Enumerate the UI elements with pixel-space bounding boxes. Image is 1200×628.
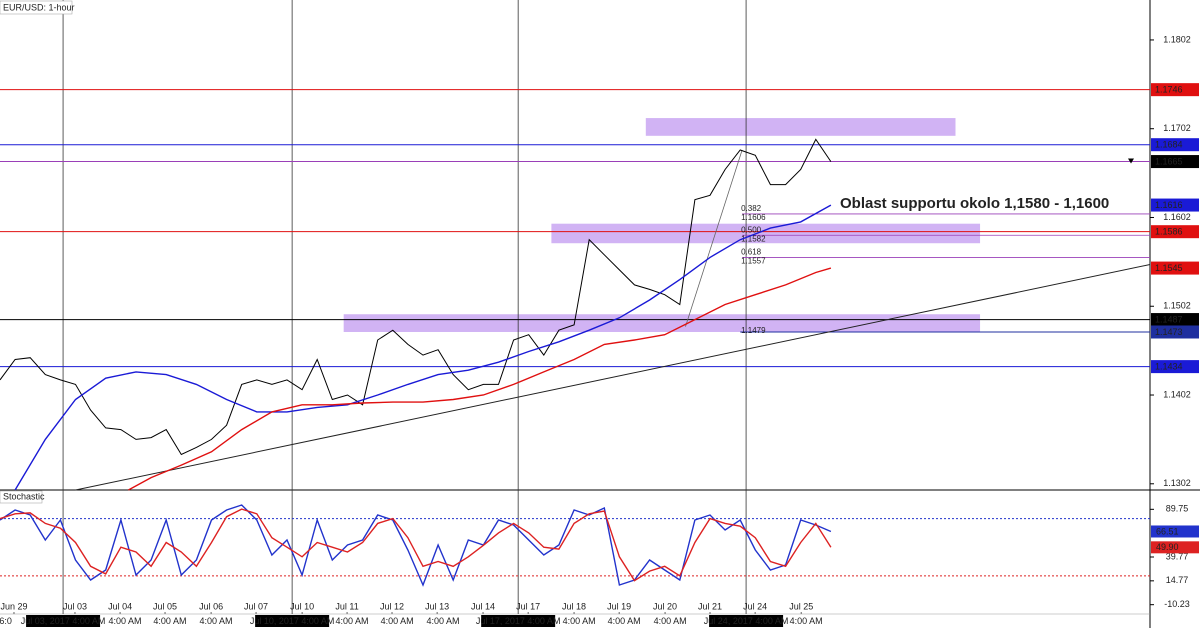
price-line [14,204,832,491]
x-tick-label: Jul 17 [516,601,540,611]
x-tick-label: 4:00 AM [790,616,823,626]
level-box [1151,225,1199,239]
x-tick-label: Jul 18 [562,601,586,611]
x-major-box [709,615,784,627]
x-tick-label: Jul 14 [471,601,495,611]
last-value-box [1151,525,1199,538]
resistance-zone [343,314,981,332]
x-tick-label: 6:0 [0,616,12,626]
x-major-label: Jul 17, 2017 4:00 AM [476,616,561,626]
indicator-bg [0,490,43,504]
current-price-marker [1128,158,1134,164]
x-tick-label: Jul 05 [153,601,177,611]
trendline [75,264,1151,491]
level-box [1151,313,1199,327]
x-tick-label: Jul 21 [698,601,722,611]
y-tick-label: 1.1402 [1163,389,1191,399]
last-value-box [1151,155,1199,169]
x-tick-label: 4:00 AM [108,616,141,626]
x-tick-label: Jul 20 [653,601,677,611]
price-line [0,138,832,456]
fib-price: 1.1582 [741,234,766,243]
x-tick-label: 4:00 AM [426,616,459,626]
level-label: 1.1434 [1155,361,1183,371]
x-tick-label: Jul 13 [425,601,449,611]
x-tick-label: Jul 04 [108,601,132,611]
x-tick-label: 4:00 AM [654,616,687,626]
x-major-box [26,615,101,627]
title-bg [0,0,73,15]
y-tick-label: 1.1802 [1163,34,1191,44]
fib-ratio: 0.618 [741,248,762,257]
x-tick-label: 4:00 AM [153,616,186,626]
fib-ratio: 0.500 [741,225,762,234]
level-label: 1.1487 [1155,314,1183,324]
x-major-box [255,615,330,627]
last-value-box [1151,261,1199,275]
x-tick-label: Jul 07 [244,601,268,611]
y-tick-label: 14.77 [1166,575,1189,585]
y-tick-label: -10.23 [1164,599,1190,609]
level-label: 1.1473 [1155,327,1183,337]
y-tick-label: 89.75 [1166,504,1189,514]
last-value-label: 66.51 [1156,526,1179,536]
x-tick-label: Jul 11 [335,601,358,611]
x-major-box [481,615,556,627]
x-tick-label: Jul 24 [743,601,767,611]
stochastic-line [0,508,832,582]
y-tick-label: 1.1602 [1163,212,1191,222]
level-box [1151,360,1199,374]
last-value-box [1151,541,1199,554]
last-value-label: 1.1665 [1155,156,1183,166]
x-tick-label: 4:00 AM [381,616,414,626]
price-line [128,267,832,491]
fib-price: 1.1606 [741,213,766,222]
annotation: Oblast supportu okolo 1,1580 - 1,1600 [840,195,1109,212]
level-box [1151,83,1199,97]
fib-low-label: 1.1479 [741,326,766,335]
level-box [1151,138,1199,152]
fib-ratio: 0.382 [741,204,762,213]
x-tick-label: 4:00 AM [563,616,596,626]
x-tick-label: 4:00 AM [608,616,641,626]
level-label: 1.1746 [1155,85,1183,95]
resistance-zone [551,223,981,244]
level-label: 1.1684 [1155,140,1183,150]
y-tick-label: 39.77 [1166,551,1189,561]
y-tick-label: 1.1702 [1163,123,1191,133]
fib-price: 1.1557 [741,257,766,266]
indicator-title: Stochastic [3,491,45,501]
last-value-label: 1.1616 [1155,200,1183,210]
level-box [1151,325,1199,339]
x-tick-label: Jul 19 [607,601,631,611]
y-tick-label: 1.1502 [1163,301,1191,311]
last-value-box [1151,198,1199,212]
x-tick-label: 4:00 AM [335,616,368,626]
x-tick-label: Jul 25 [789,601,813,611]
x-major-label: Jul 24, 2017 4:00 AM [704,616,789,626]
chart-title: EUR/USD: 1-hour [3,2,75,12]
x-tick-label: Jul 06 [199,601,223,611]
x-major-label: Jul 03, 2017 4:00 AM [21,616,106,626]
x-tick-label: Jun 29 [0,601,27,611]
resistance-zone [645,118,956,136]
x-tick-label: Jul 10 [290,601,314,611]
y-tick-label: 1.1302 [1163,478,1191,488]
fib-anchor-line [685,149,743,327]
stochastic-line [0,504,832,587]
x-tick-label: Jul 12 [380,601,404,611]
x-tick-label: Jul 03 [63,601,87,611]
last-value-label: 49.90 [1156,542,1179,552]
last-value-label: 1.1545 [1155,263,1183,273]
level-label: 1.1586 [1155,227,1183,237]
x-major-label: Jul 10, 2017 4:00 AM [250,616,335,626]
x-tick-label: 4:00 AM [200,616,233,626]
